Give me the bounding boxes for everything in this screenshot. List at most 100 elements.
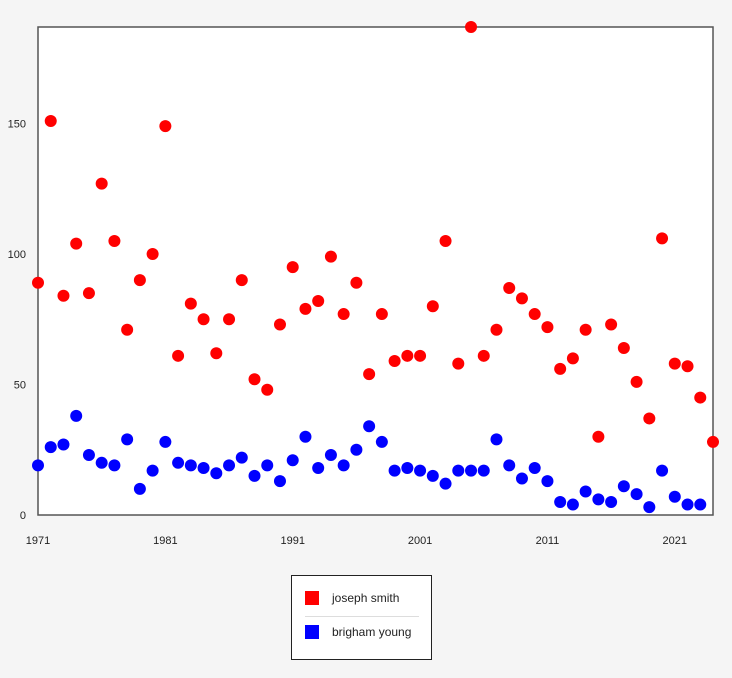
point-joseph-smith [668,357,681,370]
legend-divider [305,616,419,617]
point-joseph-smith [312,295,325,308]
point-brigham-young [44,441,57,454]
point-brigham-young [528,462,541,475]
point-brigham-young [273,475,286,488]
point-joseph-smith [541,321,554,334]
legend-item-brigham-young[interactable]: brigham young [305,622,411,642]
point-brigham-young [503,459,516,472]
point-brigham-young [32,459,44,472]
x-tick-label: 1981 [153,535,177,547]
point-brigham-young [70,409,83,422]
point-joseph-smith [630,375,643,388]
point-joseph-smith [414,349,427,362]
y-axis-ticks: 0 50 100 150 [8,119,26,522]
point-joseph-smith [223,313,236,326]
point-brigham-young [235,451,248,464]
point-joseph-smith [44,114,57,127]
point-brigham-young [159,435,172,448]
point-brigham-young [324,448,337,461]
y-tick-label: 100 [8,249,26,261]
y-tick-label: 150 [8,119,26,131]
point-joseph-smith [681,360,694,373]
point-joseph-smith [566,352,579,365]
point-brigham-young [248,469,261,482]
point-joseph-smith [235,274,248,287]
x-tick-label: 2011 [536,535,560,547]
point-joseph-smith [605,318,618,331]
x-tick-label: 1991 [280,535,304,547]
point-brigham-young [375,435,388,448]
point-brigham-young [95,456,108,469]
point-brigham-young [681,498,694,511]
x-axis-ticks: 1971 1981 1991 2001 2011 2021 [26,535,687,547]
point-brigham-young [579,485,592,498]
point-joseph-smith [656,232,669,245]
point-brigham-young [312,462,325,475]
legend: joseph smith brigham young [291,575,432,660]
point-joseph-smith [299,302,312,315]
point-joseph-smith [159,120,172,133]
point-brigham-young [541,475,554,488]
point-brigham-young [299,430,312,443]
point-brigham-young [554,495,567,508]
point-joseph-smith [592,430,605,443]
point-joseph-smith [643,412,656,425]
point-joseph-smith [490,323,503,336]
point-brigham-young [184,459,197,472]
point-joseph-smith [108,234,121,247]
point-joseph-smith [133,274,146,287]
point-joseph-smith [452,357,465,370]
point-brigham-young [286,454,299,467]
point-joseph-smith [57,289,70,302]
point-brigham-young [261,459,274,472]
point-joseph-smith [32,276,44,289]
point-brigham-young [477,464,490,477]
point-brigham-young [426,469,439,482]
point-joseph-smith [172,349,185,362]
legend-swatch-joseph-smith [305,591,319,605]
data-points [32,21,719,514]
point-brigham-young [363,420,376,433]
point-joseph-smith [350,276,363,289]
point-brigham-young [172,456,185,469]
point-brigham-young [617,480,630,493]
point-brigham-young [452,464,465,477]
point-brigham-young [133,482,146,495]
point-joseph-smith [528,308,541,321]
point-joseph-smith [707,435,719,448]
point-brigham-young [350,443,363,456]
point-brigham-young [210,467,223,480]
point-brigham-young [668,490,681,503]
legend-item-joseph-smith[interactable]: joseph smith [305,588,399,608]
point-brigham-young [121,433,134,446]
point-joseph-smith [286,261,299,274]
point-joseph-smith [210,347,223,360]
point-joseph-smith [515,292,528,305]
point-joseph-smith [401,349,414,362]
point-joseph-smith [248,373,261,386]
point-brigham-young [197,462,210,475]
x-tick-label: 2021 [663,535,687,547]
point-brigham-young [656,464,669,477]
point-joseph-smith [617,341,630,354]
point-brigham-young [439,477,452,490]
x-tick-label: 2001 [408,535,432,547]
point-joseph-smith [477,349,490,362]
legend-label-joseph-smith: joseph smith [332,591,400,605]
point-brigham-young [490,433,503,446]
point-joseph-smith [82,287,95,300]
y-tick-label: 50 [14,380,26,392]
point-joseph-smith [197,313,210,326]
point-joseph-smith [184,297,197,310]
point-brigham-young [566,498,579,511]
point-brigham-young [57,438,70,451]
point-brigham-young [465,464,478,477]
point-joseph-smith [554,362,567,375]
legend-swatch-brigham-young [305,625,319,639]
point-brigham-young [515,472,528,485]
point-joseph-smith [579,323,592,336]
point-joseph-smith [388,355,401,368]
point-joseph-smith [121,323,134,336]
point-joseph-smith [465,21,478,33]
